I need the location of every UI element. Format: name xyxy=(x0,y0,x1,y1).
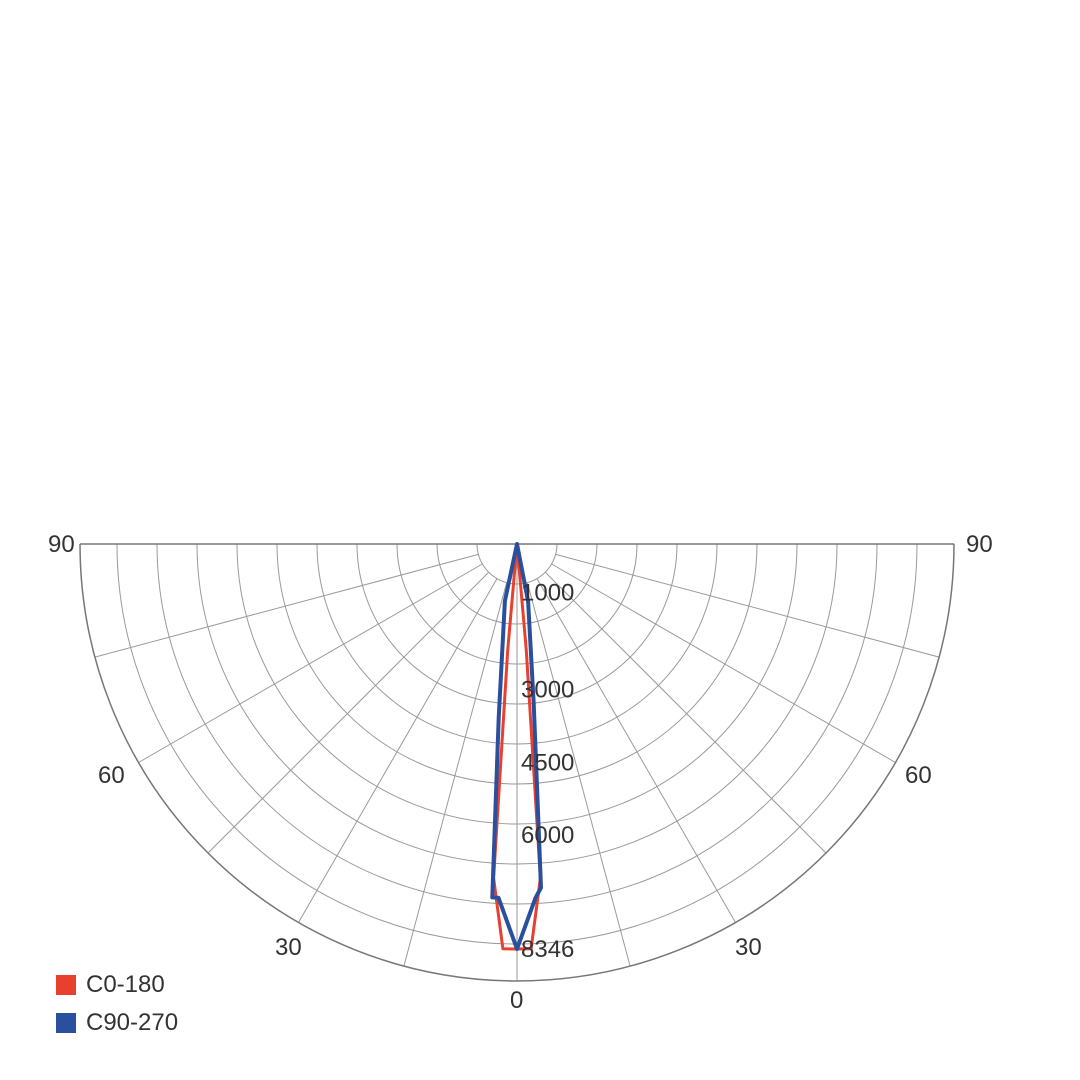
grid-spokes xyxy=(94,544,940,981)
radial-label-6000: 6000 xyxy=(521,822,574,849)
angle-label-right-30: 30 xyxy=(735,934,762,961)
radial-labels: 1000 3000 4500 6000 8346 xyxy=(521,580,574,964)
angle-label-left-90: 90 xyxy=(48,531,75,558)
legend-item-c0-180: C0-180 xyxy=(56,966,178,1004)
grid-spoke xyxy=(403,582,508,967)
radial-label-8346: 8346 xyxy=(521,936,574,963)
grid-spoke xyxy=(544,571,827,854)
angle-label-0: 0 xyxy=(510,987,523,1014)
radial-label-4500: 4500 xyxy=(521,749,574,776)
grid-spoke xyxy=(555,553,940,658)
radial-label-1000: 1000 xyxy=(521,580,574,607)
series-layer xyxy=(490,542,543,951)
radial-label-3000: 3000 xyxy=(521,677,574,704)
legend: C0-180 C90-270 xyxy=(56,966,178,1042)
legend-item-c90-270: C90-270 xyxy=(56,1004,178,1042)
grid-spoke xyxy=(536,578,736,923)
grid-spoke xyxy=(207,571,490,854)
series-c0-180 xyxy=(492,542,542,951)
grid-spoke xyxy=(138,563,483,763)
legend-label: C90-270 xyxy=(86,1009,179,1036)
angle-label-right-90: 90 xyxy=(966,531,993,558)
grid-spoke xyxy=(298,578,498,923)
legend-swatch xyxy=(56,1013,76,1033)
outer-arc xyxy=(79,543,955,982)
angle-label-left-30: 30 xyxy=(275,934,302,961)
legend-swatch xyxy=(56,975,76,995)
angle-label-left-60: 60 xyxy=(98,762,125,789)
series-c90-270 xyxy=(490,542,543,951)
angle-label-right-60: 60 xyxy=(905,762,932,789)
grid-spoke xyxy=(94,553,479,658)
grid-spoke xyxy=(551,563,896,763)
legend-label: C0-180 xyxy=(86,971,165,998)
grid-spoke xyxy=(526,582,631,967)
